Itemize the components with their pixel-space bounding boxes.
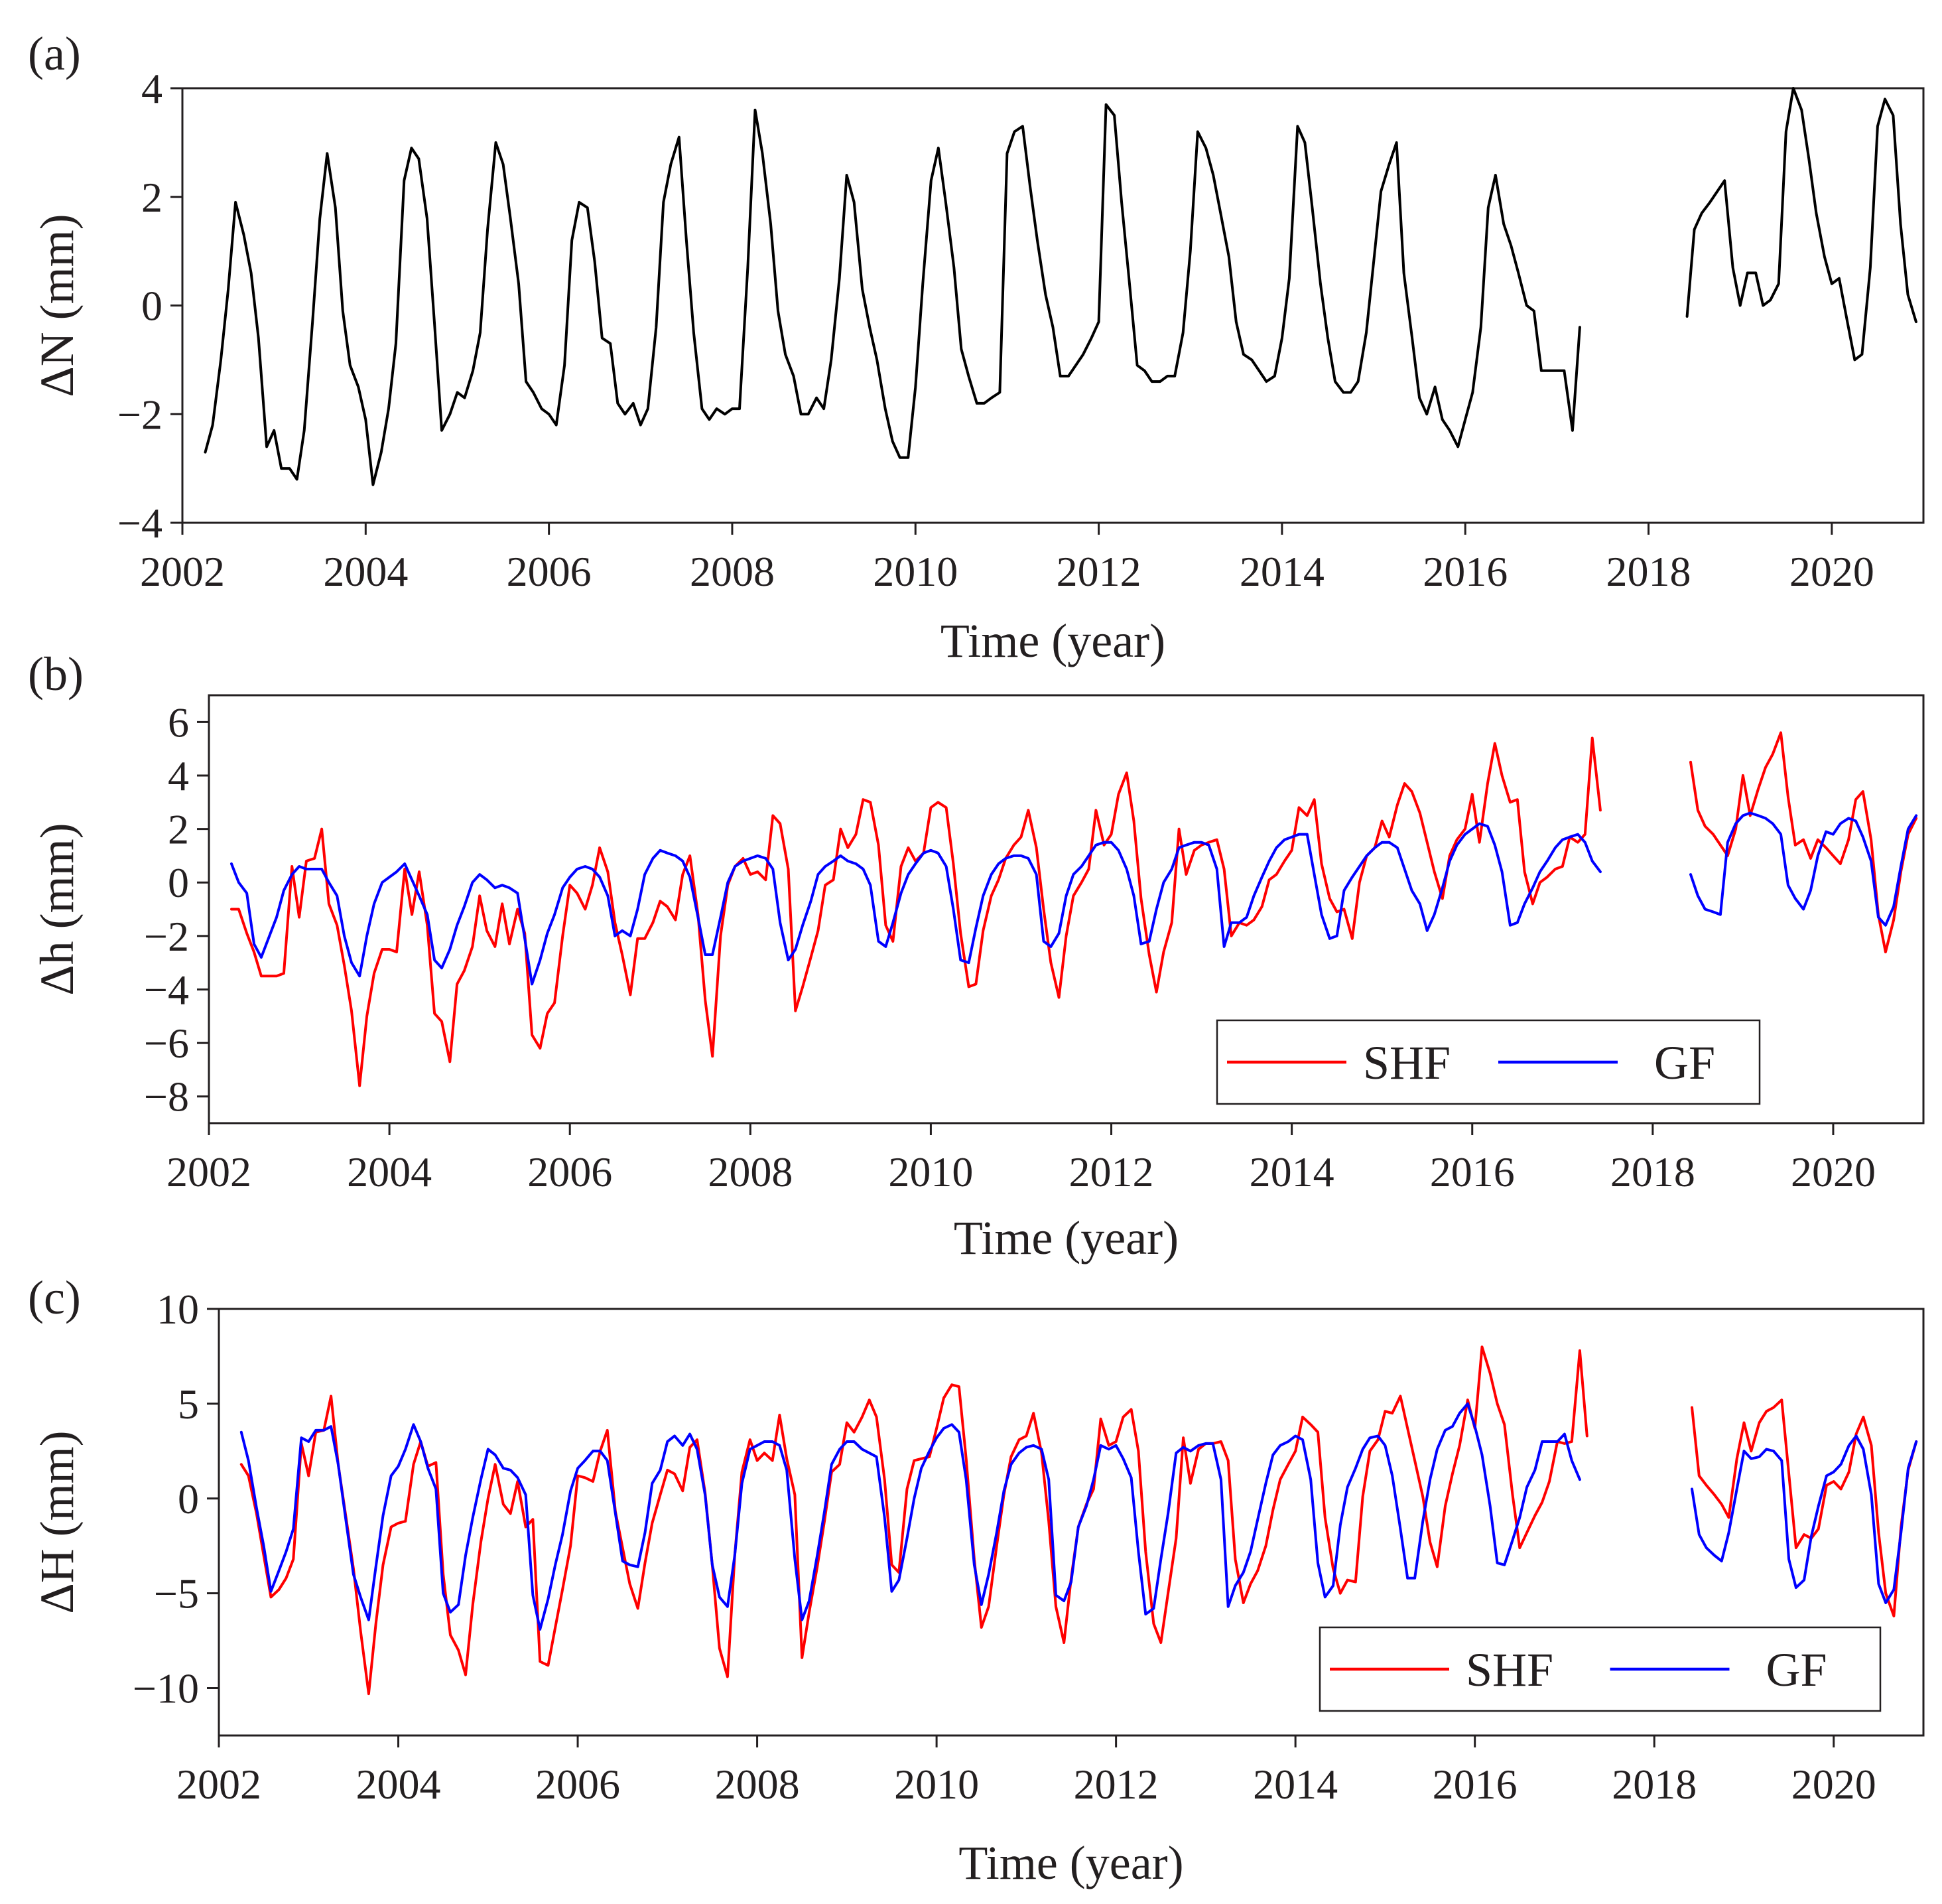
y-tick-label: −2 [117, 391, 162, 438]
x-tick-label: 2016 [1433, 1761, 1518, 1808]
x-tick-label: 2006 [535, 1761, 620, 1808]
series-line-shf-segment-2 [1689, 731, 1918, 953]
x-tick-label: 2008 [690, 548, 775, 595]
x-tick-label: 2004 [323, 548, 408, 595]
x-tick-label: 2010 [894, 1761, 979, 1808]
x-tick-label: 2020 [1789, 548, 1874, 595]
legend: SHF GF [1319, 1626, 1882, 1712]
panel-label: (a) [28, 27, 81, 80]
y-axis-unit: (mm) [31, 1430, 84, 1548]
x-tick-label: 2020 [1791, 1148, 1876, 1195]
y-tick-label: 2 [141, 174, 162, 221]
x-tick-label: 2014 [1253, 1761, 1338, 1808]
y-tick-label: −5 [154, 1570, 199, 1617]
y-axis-symbol: Δh [31, 941, 84, 995]
y-tick-label: −4 [144, 966, 189, 1013]
x-tick-label: 2020 [1791, 1761, 1876, 1808]
x-axis-title: Time (year) [958, 1836, 1183, 1889]
y-axis-title: Δh (mm) [31, 823, 84, 995]
x-tick-label: 2012 [1057, 548, 1141, 595]
plot-frame [181, 87, 1925, 524]
x-tick-label: 2008 [715, 1761, 800, 1808]
y-tick-label: −2 [144, 913, 189, 960]
series-line-shf-segment-2 [1691, 1398, 1918, 1617]
x-tick-label: 2008 [708, 1148, 793, 1195]
plot-frame [218, 1308, 1925, 1737]
x-tick-label: 2002 [176, 1761, 261, 1808]
y-tick-label: −4 [117, 500, 162, 547]
x-tick-label: 2016 [1423, 548, 1508, 595]
y-tick-label: 6 [168, 699, 189, 746]
y-tick-label: 0 [141, 283, 162, 330]
y-tick-label: 0 [178, 1475, 199, 1523]
y-tick-label: 4 [168, 752, 189, 799]
panel-b: 2002 2004 2006 2008 2010 2012 2014 2016 2018 2020… [28, 647, 1925, 1264]
series-line-dn-segment-1 [204, 103, 1581, 486]
x-tick-label: 2012 [1074, 1761, 1159, 1808]
x-tick-label: 2004 [347, 1148, 432, 1195]
x-tick-label: 2014 [1240, 548, 1325, 595]
series-line-gf-segment-1 [230, 822, 1602, 986]
panel-label: (b) [28, 647, 84, 701]
legend-label-shf: SHF [1466, 1643, 1553, 1696]
legend-label-shf: SHF [1363, 1036, 1451, 1089]
legend-label-gf: GF [1766, 1643, 1827, 1696]
x-tick-label: 2002 [140, 548, 225, 595]
y-tick-label: 5 [178, 1381, 199, 1428]
y-tick-label: 2 [168, 806, 189, 853]
y-tick-label: 4 [141, 65, 162, 112]
y-tick-label: −8 [144, 1073, 189, 1121]
x-tick-label: 2014 [1250, 1148, 1334, 1195]
x-tick-label: 2016 [1430, 1148, 1515, 1195]
y-axis-title: ΔH (mm) [31, 1430, 84, 1613]
series-line-gf-segment-2 [1689, 811, 1918, 927]
x-axis-title: Time (year) [954, 1211, 1179, 1264]
x-tick-label: 2010 [873, 548, 958, 595]
legend-box [1216, 1019, 1761, 1105]
y-tick-label: 10 [157, 1286, 199, 1333]
y-axis-symbol: ΔH [31, 1548, 84, 1613]
series-line-gf-segment-1 [239, 1402, 1581, 1631]
x-axis-title: Time (year) [940, 614, 1165, 667]
y-axis-title: ΔN (mm) [31, 214, 84, 397]
panel-label: (c) [28, 1271, 81, 1324]
y-axis-unit: (mm) [31, 823, 84, 941]
series-line-shf-segment-1 [239, 1345, 1588, 1696]
x-tick-label: 2002 [166, 1148, 251, 1195]
x-tick-label: 2012 [1069, 1148, 1154, 1195]
y-tick-label: −10 [133, 1665, 199, 1712]
y-tick-label: 0 [168, 859, 189, 906]
legend: SHF GF [1216, 1019, 1761, 1105]
plot-frame [208, 694, 1925, 1124]
y-tick-label: −6 [144, 1020, 189, 1067]
x-tick-label: 2018 [1610, 1148, 1695, 1195]
x-tick-label: 2010 [888, 1148, 973, 1195]
x-tick-label: 2006 [527, 1148, 612, 1195]
panel-c: 2002 2004 2006 2008 2010 2012 2014 2016 2018 2020… [28, 1271, 1925, 1889]
x-tick-label: 2018 [1612, 1761, 1697, 1808]
panel-a: 2002 2004 2006 2008 2010 2012 2014 2016 2018 2020… [28, 27, 1925, 667]
y-axis-symbol: ΔN [31, 332, 84, 397]
x-tick-label: 2018 [1606, 548, 1691, 595]
x-tick-label: 2004 [356, 1761, 441, 1808]
series-line-gf-segment-2 [1691, 1434, 1918, 1604]
y-axis-unit: (mm) [31, 214, 84, 332]
x-tick-label: 2006 [507, 548, 592, 595]
series-line-dn-segment-2 [1685, 87, 1917, 362]
legend-label-gf: GF [1654, 1036, 1715, 1089]
